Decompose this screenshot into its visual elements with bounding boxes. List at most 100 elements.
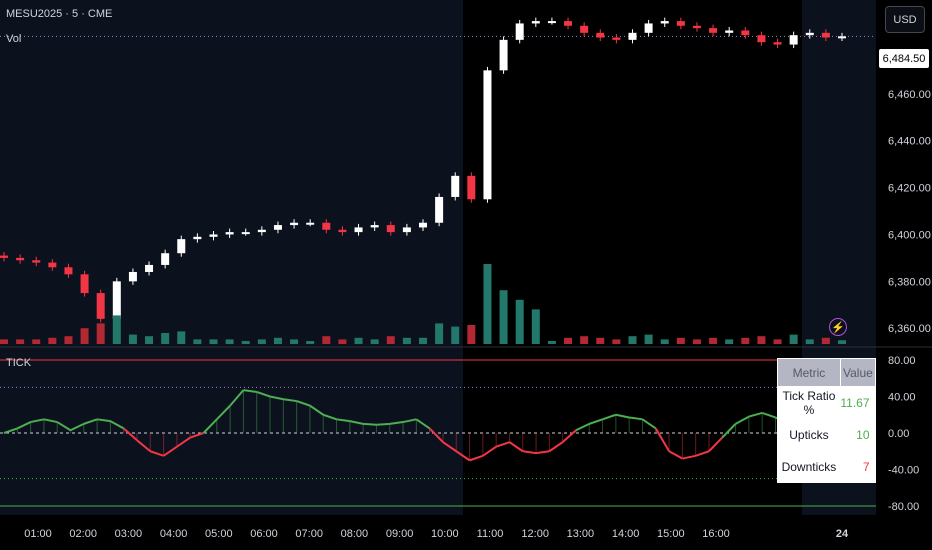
tick-line-segment — [109, 420, 125, 430]
time-axis: 01:00 02:00 03:00 04:00 05:00 06:00 07:00 08:00… — [24, 528, 849, 540]
volume-pane — [0, 264, 846, 344]
time-tick-label: 12:00 — [521, 528, 549, 540]
current-price-label: 6,484.50 — [879, 49, 929, 68]
volume-bar — [789, 334, 798, 344]
tick-line-segment — [349, 420, 364, 425]
symbol-label[interactable]: MESU2025 · 5 · CME — [6, 8, 113, 20]
volume-bar — [821, 337, 830, 344]
volume-bar — [515, 299, 524, 344]
volume-bar — [531, 309, 540, 344]
metric-name: Tick Ratio % — [782, 388, 836, 417]
price-tick-label: 6,420.00 — [888, 183, 931, 195]
tick-line-segment — [428, 427, 444, 443]
lightning-icon[interactable]: ⚡ — [829, 318, 847, 336]
tick-line-segment — [641, 418, 657, 430]
volume-bar — [386, 336, 395, 344]
candle-body — [612, 37, 621, 40]
volume-bar — [80, 328, 89, 344]
metric-value: 11.67 — [840, 395, 870, 410]
volume-bar — [64, 336, 73, 344]
volume-bar — [709, 337, 718, 344]
tick-line-segment — [256, 390, 271, 398]
metric-name: Downticks — [781, 459, 837, 474]
volume-bar — [660, 339, 669, 344]
volume-bar — [467, 325, 476, 344]
candle-body — [709, 28, 718, 33]
time-tick-label: 07:00 — [295, 528, 323, 540]
tick-axis-label: -40.00 — [888, 465, 919, 477]
volume-bar — [225, 339, 234, 344]
candle-body — [547, 21, 556, 24]
candle-body — [145, 264, 154, 272]
candle-body — [48, 262, 57, 268]
candle-body — [773, 42, 782, 45]
volume-bar — [757, 336, 766, 344]
volume-bar — [177, 331, 186, 344]
tick-line-segment — [30, 418, 45, 424]
candle-body — [628, 32, 637, 40]
candle-body — [419, 222, 427, 228]
tick-axis-label: 80.00 — [888, 355, 916, 367]
volume-bar — [596, 337, 605, 344]
price-tick-label: 6,460.00 — [888, 89, 931, 101]
tick-line-segment — [415, 418, 431, 430]
volume-bar — [402, 337, 411, 344]
volume-bar — [273, 337, 282, 344]
tick-line-segment — [535, 450, 550, 455]
tick-line-segment — [575, 422, 590, 432]
tick-line-segment — [389, 421, 404, 425]
tick-axis-label: -80.00 — [888, 501, 919, 513]
volume-bar — [644, 334, 653, 344]
candle-body — [112, 281, 121, 319]
tick-line-segment — [708, 436, 724, 452]
volume-bar — [692, 339, 701, 344]
volume-bar — [676, 337, 685, 344]
metric-name: Upticks — [789, 427, 829, 442]
time-tick-label: 05:00 — [205, 528, 233, 540]
candle-body — [451, 175, 460, 197]
volume-bar — [161, 333, 170, 344]
tick-line-segment — [123, 427, 138, 442]
tick-line-segment — [70, 422, 85, 432]
candle-body — [257, 229, 266, 233]
tick-line-segment — [402, 418, 417, 424]
tick-line-segment — [721, 423, 737, 439]
candle-body — [564, 21, 573, 26]
candle-body — [322, 222, 331, 230]
volume-bar — [741, 337, 750, 344]
candle-body — [338, 229, 347, 233]
candle-body — [177, 239, 186, 254]
candle-body — [483, 70, 492, 200]
volume-indicator-label[interactable]: Vol — [6, 33, 22, 45]
volume-bar — [96, 323, 105, 344]
tick-line-segment — [163, 445, 178, 457]
tick-line-segment — [269, 395, 284, 401]
tick-line-segment — [202, 418, 218, 434]
tick-line-segment — [495, 441, 510, 448]
tick-indicator-label[interactable]: TICK — [6, 357, 32, 369]
time-tick-label: 11:00 — [477, 528, 504, 540]
time-tick-label: 10:00 — [431, 528, 459, 540]
time-tick-label: 15:00 — [657, 528, 685, 540]
candle-body — [676, 21, 685, 26]
tick-line-segment — [309, 404, 324, 416]
tick-line-segment — [548, 441, 564, 453]
volume-bar — [628, 336, 637, 344]
tick-line-segment — [83, 418, 98, 425]
volume-bar — [419, 337, 427, 344]
tick-line-segment — [508, 441, 524, 453]
candle-body — [596, 32, 605, 38]
tick-line-segment — [229, 389, 245, 407]
volume-bar — [580, 336, 589, 344]
volume-bar — [451, 326, 460, 344]
candle-body — [225, 232, 234, 235]
metric-value: 7 — [862, 459, 870, 474]
candle-body — [660, 21, 669, 24]
time-tick-label: 13:00 — [567, 528, 595, 540]
tick-line-segment — [283, 398, 297, 403]
tick-line-segment — [322, 413, 337, 421]
tick-line-segment — [176, 436, 191, 448]
candle-body — [241, 232, 250, 235]
currency-button[interactable]: USD — [885, 6, 925, 33]
